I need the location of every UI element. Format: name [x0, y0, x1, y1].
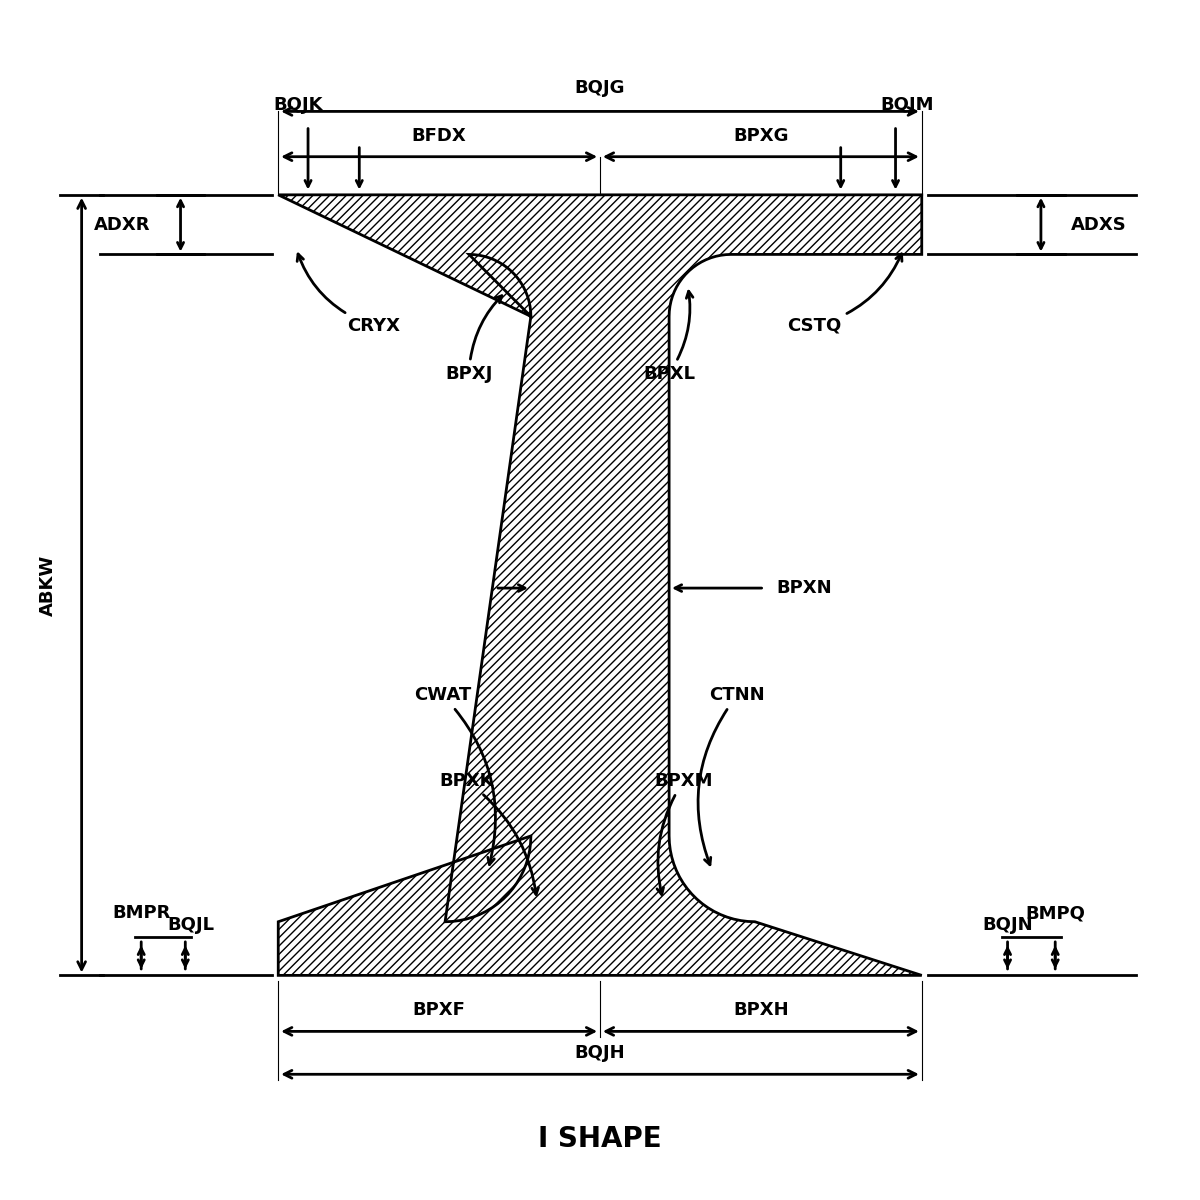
Text: ADXS: ADXS	[1070, 216, 1127, 234]
Text: BPXK: BPXK	[439, 772, 539, 894]
Text: BMPR: BMPR	[112, 905, 170, 923]
Text: BFDX: BFDX	[412, 127, 467, 145]
Text: CSTQ: CSTQ	[787, 254, 902, 335]
Text: ABKW: ABKW	[40, 554, 58, 616]
Text: BQJH: BQJH	[575, 1044, 625, 1062]
Polygon shape	[278, 194, 922, 976]
Text: BQJK: BQJK	[274, 96, 323, 114]
Text: BQJL: BQJL	[168, 917, 215, 935]
Text: BPXF: BPXF	[413, 1002, 466, 1020]
Text: BPXN: BPXN	[776, 580, 832, 598]
Text: BQJG: BQJG	[575, 79, 625, 97]
Text: BPXM: BPXM	[654, 772, 713, 894]
Text: BPXH: BPXH	[733, 1002, 788, 1020]
Text: BQJM: BQJM	[881, 96, 934, 114]
Text: CWAT: CWAT	[414, 686, 496, 864]
Text: BMPQ: BMPQ	[1025, 905, 1085, 923]
Text: I SHAPE: I SHAPE	[538, 1124, 662, 1153]
Text: CRYX: CRYX	[298, 254, 400, 335]
Text: BPXG: BPXG	[733, 127, 788, 145]
Text: BQJN: BQJN	[983, 917, 1033, 935]
Text: BPXJ: BPXJ	[445, 295, 502, 383]
Text: ADXR: ADXR	[95, 216, 151, 234]
Text: BPXL: BPXL	[643, 292, 695, 383]
Text: CTNN: CTNN	[698, 686, 764, 865]
